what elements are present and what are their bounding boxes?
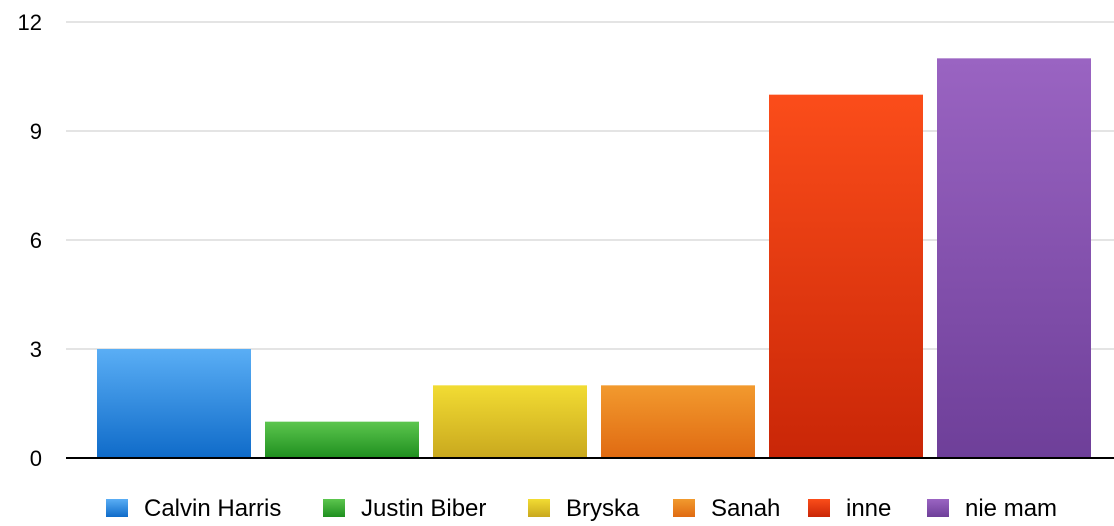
legend-item-inne: inne: [808, 495, 891, 522]
bars: [97, 58, 1091, 459]
legend-swatch: [673, 499, 695, 517]
y-tick-label: 6: [30, 228, 42, 253]
bar-nie-mam: [937, 58, 1091, 458]
legend-label: nie mam: [965, 495, 1057, 522]
legend-swatch: [106, 499, 128, 517]
bar-bryska: [433, 385, 587, 458]
legend-label: Bryska: [566, 495, 640, 522]
legend-item-calvin-harris: Calvin Harris: [106, 495, 281, 522]
y-tick-label: 12: [18, 10, 42, 35]
y-tick-label: 9: [30, 119, 42, 144]
legend-swatch: [808, 499, 830, 517]
legend-item-bryska: Bryska: [528, 495, 640, 522]
legend: Calvin Harris Justin Biber Bryska Sanah inne…: [106, 495, 1057, 522]
legend-label: inne: [846, 495, 891, 522]
y-tick-label: 3: [30, 337, 42, 362]
legend-swatch: [927, 499, 949, 517]
y-tick-label: 0: [30, 446, 42, 471]
bar-calvin-harris: [97, 349, 251, 458]
bar-sanah: [601, 385, 755, 458]
legend-swatch: [323, 499, 345, 517]
legend-item-justin-biber: Justin Biber: [323, 495, 486, 522]
legend-label: Calvin Harris: [144, 495, 281, 522]
legend-item-sanah: Sanah: [673, 495, 780, 522]
y-axis-tick-labels: 0 3 6 9 12: [18, 10, 42, 471]
bar-inne: [769, 94, 923, 459]
legend-label: Justin Biber: [361, 495, 486, 522]
legend-item-nie-mam: nie mam: [927, 495, 1057, 522]
legend-label: Sanah: [711, 495, 780, 522]
bar-justin-biber: [265, 421, 419, 458]
legend-swatch: [528, 499, 550, 517]
